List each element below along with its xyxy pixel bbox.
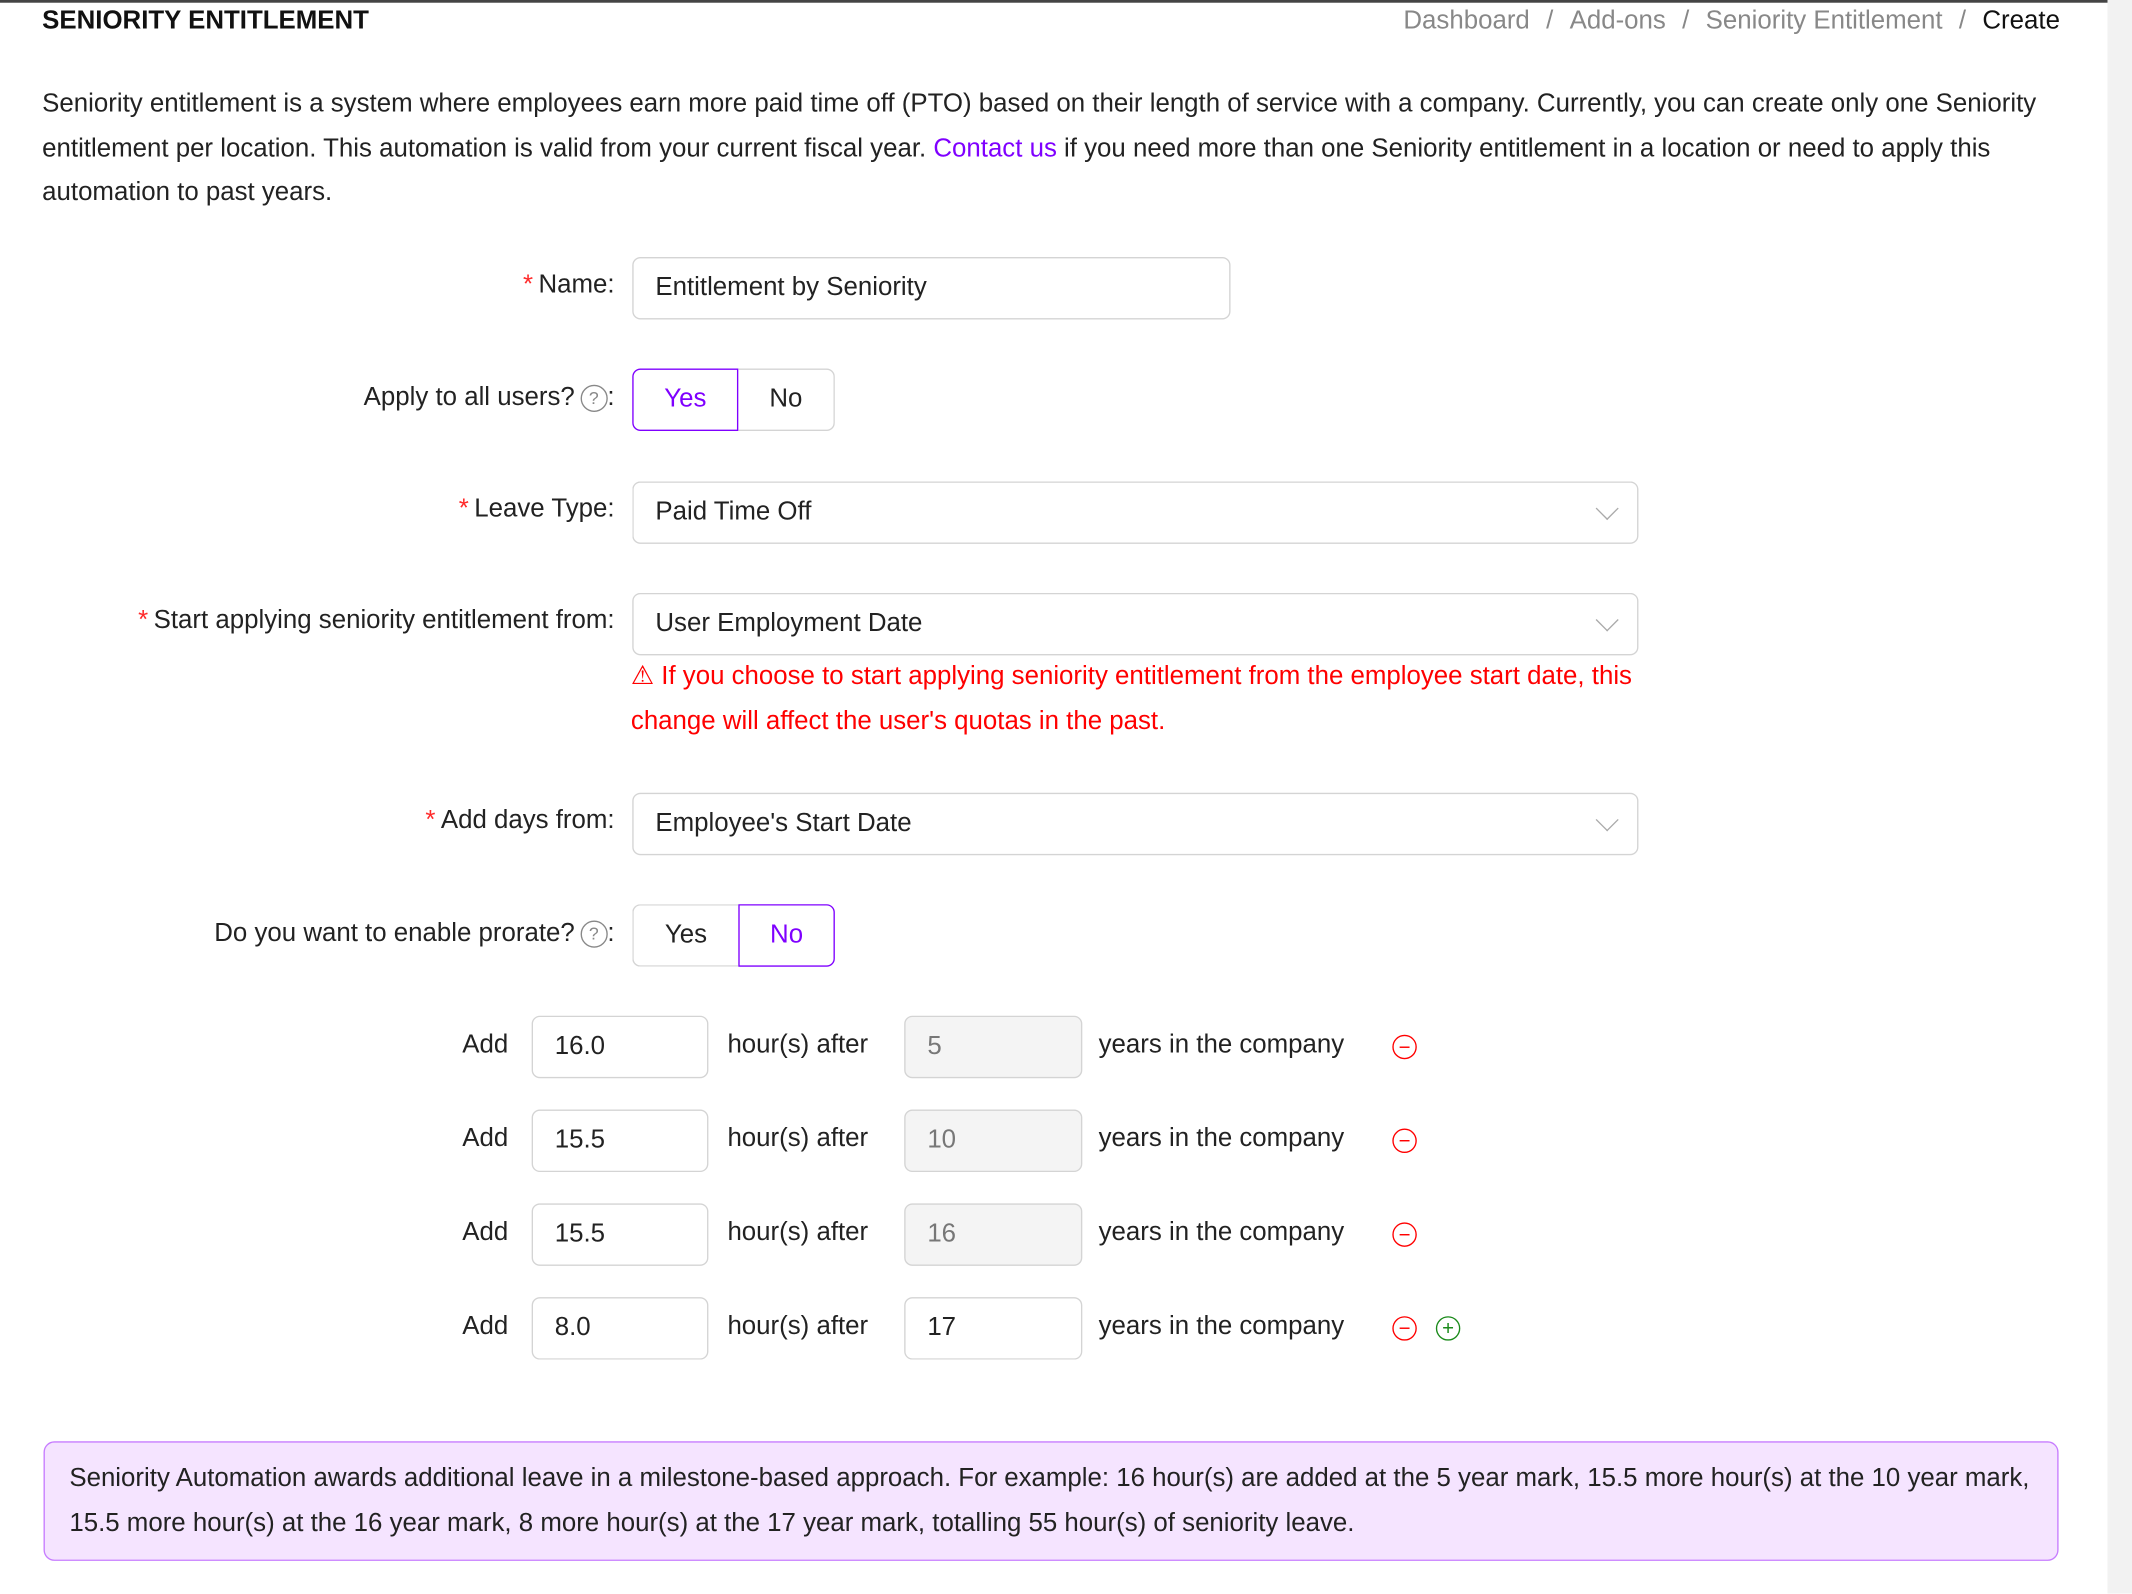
apply-all-label: Apply to all users??:: [0, 383, 615, 413]
label-text: Apply to all users?: [363, 383, 575, 412]
label-text: Do you want to enable prorate?: [214, 919, 575, 948]
chevron-down-icon: [1595, 608, 1619, 632]
minus-circle-icon[interactable]: −: [1392, 1034, 1417, 1060]
chevron-down-icon: [1595, 496, 1619, 521]
add-days-from-label: * Add days from:: [0, 806, 615, 836]
colon: :: [607, 270, 615, 300]
colon: :: [607, 383, 615, 412]
select-value: Paid Time Off: [655, 497, 812, 527]
name-input[interactable]: Entitlement by Seniority: [632, 256, 1231, 320]
leave-type-label: * Leave Type:: [0, 495, 615, 525]
years-label: years in the company: [1098, 1312, 1345, 1341]
hours-input[interactable]: 15.5: [531, 1109, 709, 1173]
breadcrumb-seniority[interactable]: Seniority Entitlement: [1705, 6, 1943, 36]
hours-input[interactable]: 15.5: [531, 1203, 709, 1266]
colon: :: [607, 494, 615, 524]
name-label: * Name:: [0, 271, 615, 301]
warning-text: If you choose to start applying seniorit…: [630, 662, 1632, 735]
plus-circle-icon[interactable]: +: [1435, 1316, 1461, 1341]
required-mark: *: [425, 806, 436, 835]
hours-input[interactable]: 8.0: [531, 1297, 709, 1360]
page-title: SENIORITY ENTITLEMENT: [42, 6, 369, 36]
after-label: hour(s) after: [727, 1030, 869, 1060]
warning-triangle-icon: ⚠: [630, 662, 655, 691]
info-box: Seniority Automation awards additional l…: [43, 1441, 2059, 1561]
minus-circle-icon[interactable]: −: [1392, 1128, 1417, 1154]
intro-text: Seniority entitlement is a system where …: [42, 83, 2068, 216]
select-value: User Employment Date: [655, 609, 923, 638]
add-label: Add: [462, 1312, 509, 1341]
years-label: years in the company: [1098, 1030, 1345, 1060]
years-input: 16: [904, 1203, 1083, 1266]
label-text: Add days from: [440, 806, 608, 835]
years-label: years in the company: [1098, 1124, 1345, 1154]
years-label: years in the company: [1098, 1218, 1345, 1247]
years-input[interactable]: 17: [904, 1297, 1083, 1360]
apply-all-yes[interactable]: Yes: [632, 368, 739, 432]
prorate-no[interactable]: No: [738, 904, 835, 967]
colon: :: [607, 806, 615, 835]
start-from-label: * Start applying seniority entitlement fr…: [0, 606, 615, 636]
minus-circle-icon[interactable]: −: [1392, 1222, 1417, 1247]
start-from-select[interactable]: User Employment Date: [632, 592, 1639, 656]
label-text: Start applying seniority entitlement fro…: [153, 606, 608, 635]
after-label: hour(s) after: [727, 1312, 869, 1341]
prorate-yes[interactable]: Yes: [632, 904, 739, 967]
contact-us-link[interactable]: Contact us: [933, 133, 1057, 163]
prorate-label: Do you want to enable prorate??:: [0, 919, 615, 949]
leave-type-select[interactable]: Paid Time Off: [632, 481, 1639, 544]
add-label: Add: [462, 1218, 509, 1247]
intro-text-part: Seniority entitlement is a system where …: [42, 89, 2037, 163]
after-label: hour(s) after: [727, 1124, 869, 1154]
breadcrumb-separator: /: [1958, 6, 1967, 36]
question-circle-icon[interactable]: ?: [580, 384, 608, 412]
after-label: hour(s) after: [727, 1218, 869, 1247]
minus-circle-icon[interactable]: −: [1392, 1316, 1417, 1341]
breadcrumb-separator: /: [1546, 6, 1554, 36]
breadcrumb-current: Create: [1982, 6, 2060, 36]
select-value: Employee's Start Date: [655, 809, 912, 838]
breadcrumb-separator: /: [1682, 6, 1690, 36]
label-text: Leave Type: [474, 494, 608, 524]
required-mark: *: [458, 494, 469, 524]
add-days-from-select[interactable]: Employee's Start Date: [632, 792, 1639, 856]
required-mark: *: [522, 270, 534, 300]
label-text: Name: [538, 270, 608, 300]
breadcrumb-addons[interactable]: Add-ons: [1569, 6, 1666, 36]
add-label: Add: [462, 1124, 509, 1154]
scrollbar[interactable]: [2107, 0, 2132, 1594]
apply-all-toggle: Yes No: [632, 368, 835, 432]
required-mark: *: [138, 606, 149, 635]
colon: :: [607, 919, 615, 948]
start-from-warning: ⚠ If you choose to start applying senior…: [631, 655, 1664, 743]
breadcrumb-dashboard[interactable]: Dashboard: [1403, 6, 1530, 36]
years-input: 5: [904, 1015, 1083, 1079]
apply-all-no[interactable]: No: [738, 368, 835, 432]
add-label: Add: [462, 1030, 509, 1060]
breadcrumb: Dashboard / Add-ons / Seniority Entitlement /…: [1403, 7, 2060, 37]
chevron-down-icon: [1595, 808, 1619, 832]
hours-input[interactable]: 16.0: [531, 1015, 709, 1079]
prorate-toggle: Yes No: [632, 904, 835, 967]
colon: :: [607, 606, 615, 635]
question-circle-icon[interactable]: ?: [580, 920, 608, 948]
years-input: 10: [904, 1109, 1083, 1173]
top-border: [0, 0, 2108, 3]
intro-text-part: if you need more than one Seniority enti…: [42, 133, 1991, 207]
